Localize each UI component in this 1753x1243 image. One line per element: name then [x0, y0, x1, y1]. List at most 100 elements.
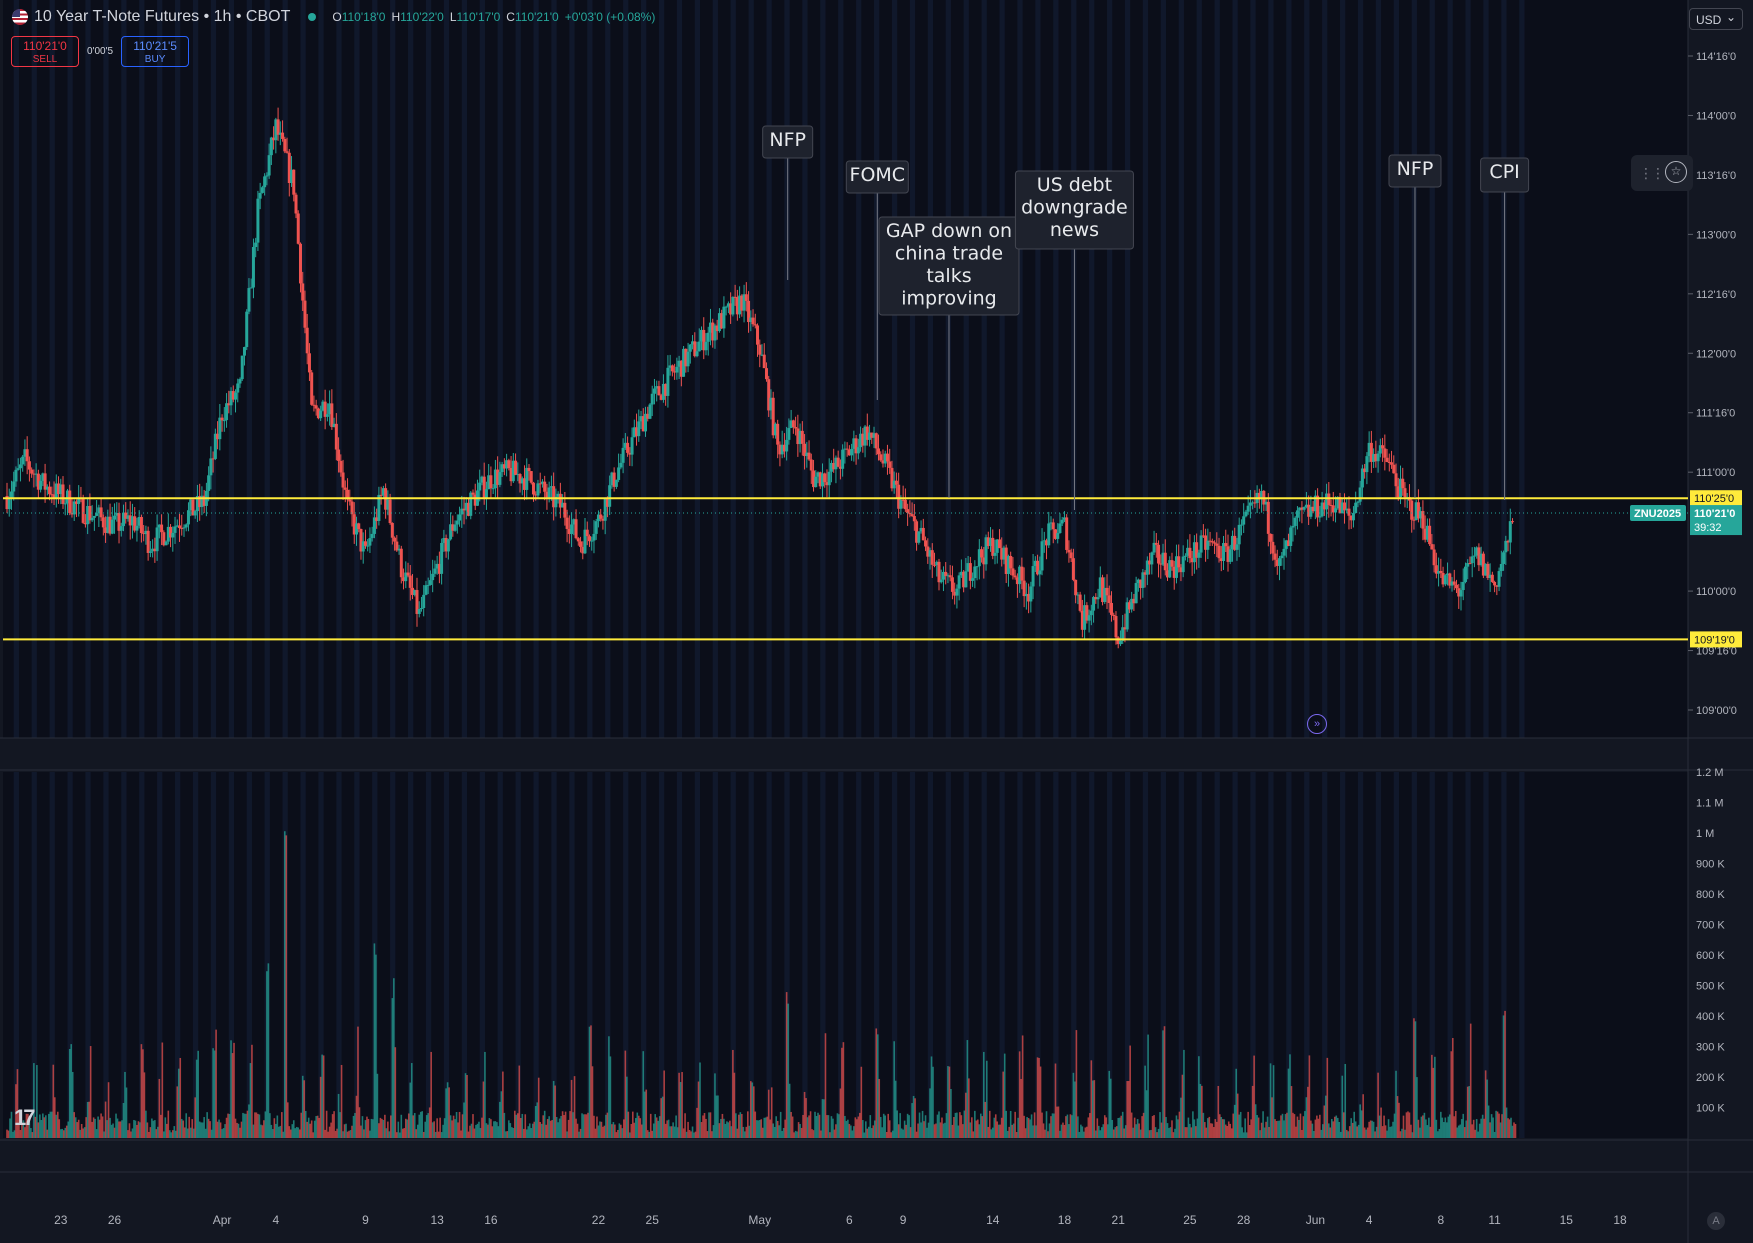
sell-button[interactable]: 110'21'0 SELL: [11, 36, 79, 67]
volume-bar: [826, 1115, 828, 1138]
level-price-tag: [1690, 490, 1742, 507]
volume-bar: [1175, 1115, 1178, 1138]
candle-body: [142, 533, 146, 535]
candle-body: [366, 545, 370, 547]
candle-body: [1248, 502, 1252, 506]
volume-bar: [1020, 1078, 1022, 1138]
candle-body: [1192, 542, 1196, 563]
auto-scale-button[interactable]: A: [1707, 1212, 1725, 1230]
volume-bar: [839, 1088, 842, 1138]
session-band: [103, 772, 109, 1138]
volume-bar: [146, 1122, 149, 1138]
scroll-to-realtime-icon[interactable]: »: [1307, 714, 1327, 734]
candle-body: [451, 524, 455, 531]
volume-bar: [157, 1126, 159, 1138]
candle-body: [9, 491, 13, 500]
candle-body: [1004, 547, 1008, 574]
candle-body: [928, 550, 932, 557]
candle-body: [726, 303, 730, 307]
volume-bar: [642, 1051, 645, 1138]
volume-bar: [1141, 1116, 1143, 1138]
volume-bar: [133, 1119, 135, 1138]
candle-body: [1244, 511, 1248, 517]
candle-body: [164, 541, 168, 546]
volume-bar: [475, 1124, 477, 1138]
volume-bar: [294, 1128, 297, 1138]
session-band: [175, 0, 181, 738]
candle-body: [1213, 542, 1217, 544]
candle-body: [948, 575, 952, 578]
volume-bar: [1290, 1086, 1293, 1138]
volume-bar: [1236, 1093, 1239, 1138]
volume-bar: [1462, 1113, 1465, 1138]
session-band: [31, 0, 37, 738]
currency-select[interactable]: USD: [1689, 6, 1743, 30]
candle-body: [1269, 533, 1273, 542]
volume-bar: [602, 1126, 604, 1138]
volume-bar: [1065, 1116, 1067, 1138]
volume-bar: [566, 1131, 568, 1138]
volume-bar: [1508, 1119, 1511, 1138]
candle-body: [1154, 542, 1158, 545]
candle-body: [576, 538, 580, 542]
floating-toolbar[interactable]: ⋮⋮ ☆: [1631, 155, 1693, 191]
volume-bar: [231, 1053, 234, 1138]
volume-bar: [519, 1117, 522, 1138]
session-band: [390, 772, 396, 1138]
candle-body: [460, 508, 464, 515]
session-band: [1357, 0, 1364, 738]
candle-body: [402, 577, 406, 582]
candle-body: [359, 528, 363, 552]
volume-bar: [1402, 1115, 1405, 1138]
session-band: [891, 772, 898, 1138]
candle-body: [287, 152, 291, 184]
volume-bar: [40, 1120, 43, 1138]
symbol-title[interactable]: 10 Year T-Note Futures • 1h • CBOT: [34, 8, 291, 25]
volume-bar: [561, 1111, 564, 1138]
candle-body: [1412, 519, 1416, 521]
candle-body: [242, 347, 246, 356]
volume-bar: [708, 1112, 710, 1138]
volume-bar: [1018, 1051, 1021, 1138]
volume-bar: [363, 1129, 365, 1138]
volume-bar: [1440, 1111, 1442, 1138]
candle-body: [370, 533, 374, 539]
volume-bar: [899, 1113, 901, 1138]
volume-bar: [434, 1131, 437, 1138]
volume-bar: [854, 1117, 857, 1138]
candle-body: [354, 523, 358, 535]
candle-body: [968, 563, 972, 581]
buy-button[interactable]: 110'21'5 BUY: [121, 36, 190, 67]
volume-bar: [1044, 1129, 1046, 1138]
volume-bar: [812, 1130, 815, 1138]
volume-bar: [119, 1121, 122, 1138]
volume-bar: [717, 1095, 719, 1138]
drag-handle-icon[interactable]: ⋮⋮: [1639, 165, 1665, 181]
candle-body: [54, 483, 58, 499]
volume-bar: [1435, 1119, 1438, 1138]
candle-body: [1051, 522, 1055, 530]
candle-body: [693, 341, 697, 357]
volume-bar: [1502, 1015, 1505, 1138]
volume-bar: [723, 1118, 725, 1138]
candle-body: [610, 472, 614, 486]
volume-bar: [61, 1128, 64, 1138]
symbol-header[interactable]: 10 Year T-Note Futures • 1h • CBOT O110'…: [12, 8, 655, 26]
volume-bar: [509, 1123, 512, 1138]
volume-bar: [709, 1112, 712, 1138]
candle-body: [473, 494, 477, 506]
volume-bar: [736, 1128, 739, 1138]
favorite-star-icon[interactable]: ☆: [1665, 161, 1687, 183]
candle-body: [1414, 502, 1418, 521]
candle-body: [1342, 502, 1346, 511]
candle-body: [870, 432, 874, 438]
candle-body: [1040, 541, 1044, 571]
volume-bar: [49, 1111, 52, 1138]
volume-bar: [1308, 1055, 1311, 1138]
candle-body: [617, 467, 621, 480]
volume-tick-label: 100 K: [1696, 1103, 1725, 1115]
volume-bar: [1434, 1056, 1436, 1138]
candle-body: [41, 473, 45, 481]
candle-body: [697, 341, 701, 352]
